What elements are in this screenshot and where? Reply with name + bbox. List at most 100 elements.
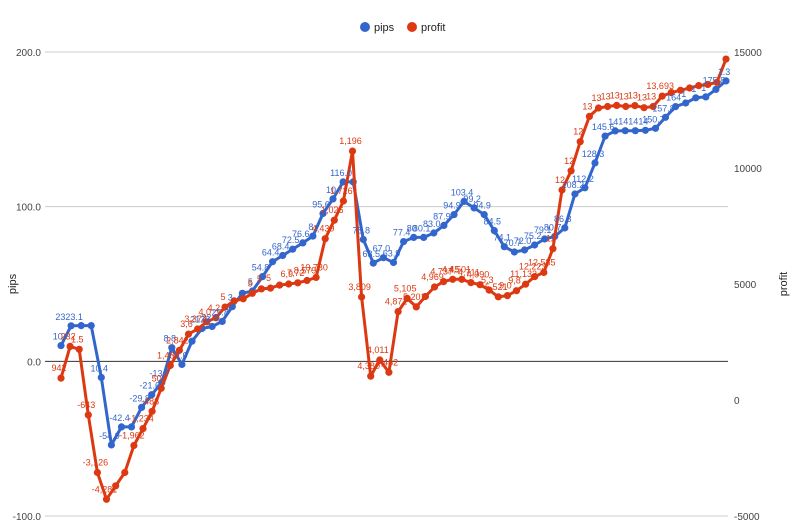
data-point-profit[interactable] (184, 330, 193, 338)
data-point-pips[interactable] (470, 204, 478, 212)
data-point-profit[interactable] (522, 280, 530, 288)
data-point-profit[interactable] (276, 281, 284, 289)
data-point-profit[interactable] (175, 346, 183, 354)
data-point-profit[interactable] (157, 384, 165, 392)
data-point-pips[interactable] (591, 159, 599, 167)
data-point-profit[interactable] (212, 314, 220, 322)
data-point-pips[interactable] (571, 190, 579, 198)
data-point-pips[interactable] (107, 441, 115, 449)
data-point-pips[interactable] (359, 235, 367, 244)
data-point-profit[interactable] (394, 308, 402, 316)
data-point-profit[interactable] (622, 102, 630, 111)
data-point-pips[interactable] (57, 342, 65, 350)
data-point-profit[interactable] (285, 280, 293, 288)
data-point-profit[interactable] (512, 287, 521, 295)
data-point-pips[interactable] (490, 227, 498, 235)
data-point-pips[interactable] (641, 126, 650, 134)
legend-label-pips[interactable]: pips (374, 22, 395, 34)
data-point-profit[interactable] (649, 102, 657, 111)
data-point-pips[interactable] (218, 317, 226, 325)
data-point-profit[interactable] (558, 186, 566, 194)
data-point-profit[interactable] (75, 345, 83, 353)
data-point-profit[interactable] (686, 84, 694, 92)
data-point-profit[interactable] (704, 80, 712, 89)
data-point-profit[interactable] (66, 342, 74, 350)
data-point-pips[interactable] (440, 221, 448, 229)
data-point-profit[interactable] (266, 284, 275, 292)
data-point-pips[interactable] (430, 229, 438, 237)
data-point-profit[interactable] (348, 147, 357, 155)
data-point-pips[interactable] (450, 211, 458, 219)
data-point-pips[interactable] (299, 239, 307, 247)
data-point-pips[interactable] (329, 195, 337, 203)
data-point-profit[interactable] (248, 289, 256, 297)
data-point-pips[interactable] (279, 251, 287, 260)
data-point-pips[interactable] (661, 113, 670, 121)
data-point-profit[interactable] (412, 303, 420, 311)
data-point-profit[interactable] (84, 411, 92, 419)
data-point-profit[interactable] (358, 293, 366, 301)
data-point-profit[interactable] (549, 245, 557, 253)
data-point-profit[interactable] (367, 372, 375, 380)
data-point-profit[interactable] (631, 102, 639, 110)
data-point-profit[interactable] (485, 286, 493, 294)
data-point-pips[interactable] (581, 184, 589, 192)
data-point-profit[interactable] (403, 294, 411, 302)
data-point-pips[interactable] (117, 423, 126, 431)
data-point-profit[interactable] (148, 407, 156, 415)
data-point-pips[interactable] (500, 243, 508, 251)
data-point-pips[interactable] (379, 254, 387, 262)
data-point-pips[interactable] (621, 127, 629, 135)
data-point-profit[interactable] (203, 318, 211, 326)
data-point-pips[interactable] (238, 289, 246, 297)
data-point-profit[interactable] (640, 104, 648, 112)
data-point-profit[interactable] (239, 295, 247, 303)
data-point-pips[interactable] (258, 273, 267, 281)
data-point-profit[interactable] (585, 112, 594, 120)
data-point-profit[interactable] (385, 368, 393, 376)
data-point-pips[interactable] (631, 127, 639, 135)
data-point-pips[interactable] (420, 233, 428, 241)
data-point-pips[interactable] (702, 93, 710, 101)
data-point-pips[interactable] (289, 245, 297, 253)
data-point-pips[interactable] (389, 258, 398, 267)
data-point-profit[interactable] (93, 468, 101, 477)
data-point-pips[interactable] (77, 322, 85, 330)
data-point-profit[interactable] (503, 292, 511, 300)
data-point-profit[interactable] (339, 197, 347, 205)
data-point-profit[interactable] (221, 303, 229, 311)
data-point-profit[interactable] (713, 78, 721, 86)
data-point-profit[interactable] (112, 482, 120, 490)
data-point-pips[interactable] (309, 232, 317, 240)
data-point-profit[interactable] (695, 82, 703, 90)
data-point-profit[interactable] (166, 361, 174, 370)
data-point-profit[interactable] (467, 279, 475, 287)
data-point-profit[interactable] (667, 89, 675, 97)
data-point-pips[interactable] (410, 233, 418, 241)
data-point-pips[interactable] (269, 258, 277, 266)
data-point-profit[interactable] (421, 292, 429, 301)
data-point-profit[interactable] (257, 285, 265, 293)
data-point-pips[interactable] (168, 344, 176, 352)
data-point-profit[interactable] (194, 325, 202, 333)
data-point-pips[interactable] (127, 423, 136, 431)
data-point-profit[interactable] (458, 275, 466, 283)
data-point-profit[interactable] (540, 268, 548, 276)
data-point-pips[interactable] (510, 248, 518, 256)
data-point-pips[interactable] (319, 209, 327, 218)
data-point-pips[interactable] (682, 99, 690, 107)
data-point-pips[interactable] (601, 132, 609, 140)
data-point-profit[interactable] (604, 102, 612, 111)
data-point-pips[interactable] (712, 85, 720, 93)
data-point-profit[interactable] (440, 278, 448, 286)
data-point-profit[interactable] (594, 104, 603, 112)
data-point-profit[interactable] (230, 297, 238, 305)
data-point-pips[interactable] (692, 94, 700, 102)
data-point-pips[interactable] (400, 238, 408, 246)
data-point-pips[interactable] (178, 360, 186, 368)
data-point-profit[interactable] (303, 276, 311, 285)
data-point-pips[interactable] (561, 224, 569, 232)
data-point-profit[interactable] (430, 283, 439, 291)
data-point-pips[interactable] (97, 373, 105, 381)
data-point-profit[interactable] (330, 216, 338, 224)
